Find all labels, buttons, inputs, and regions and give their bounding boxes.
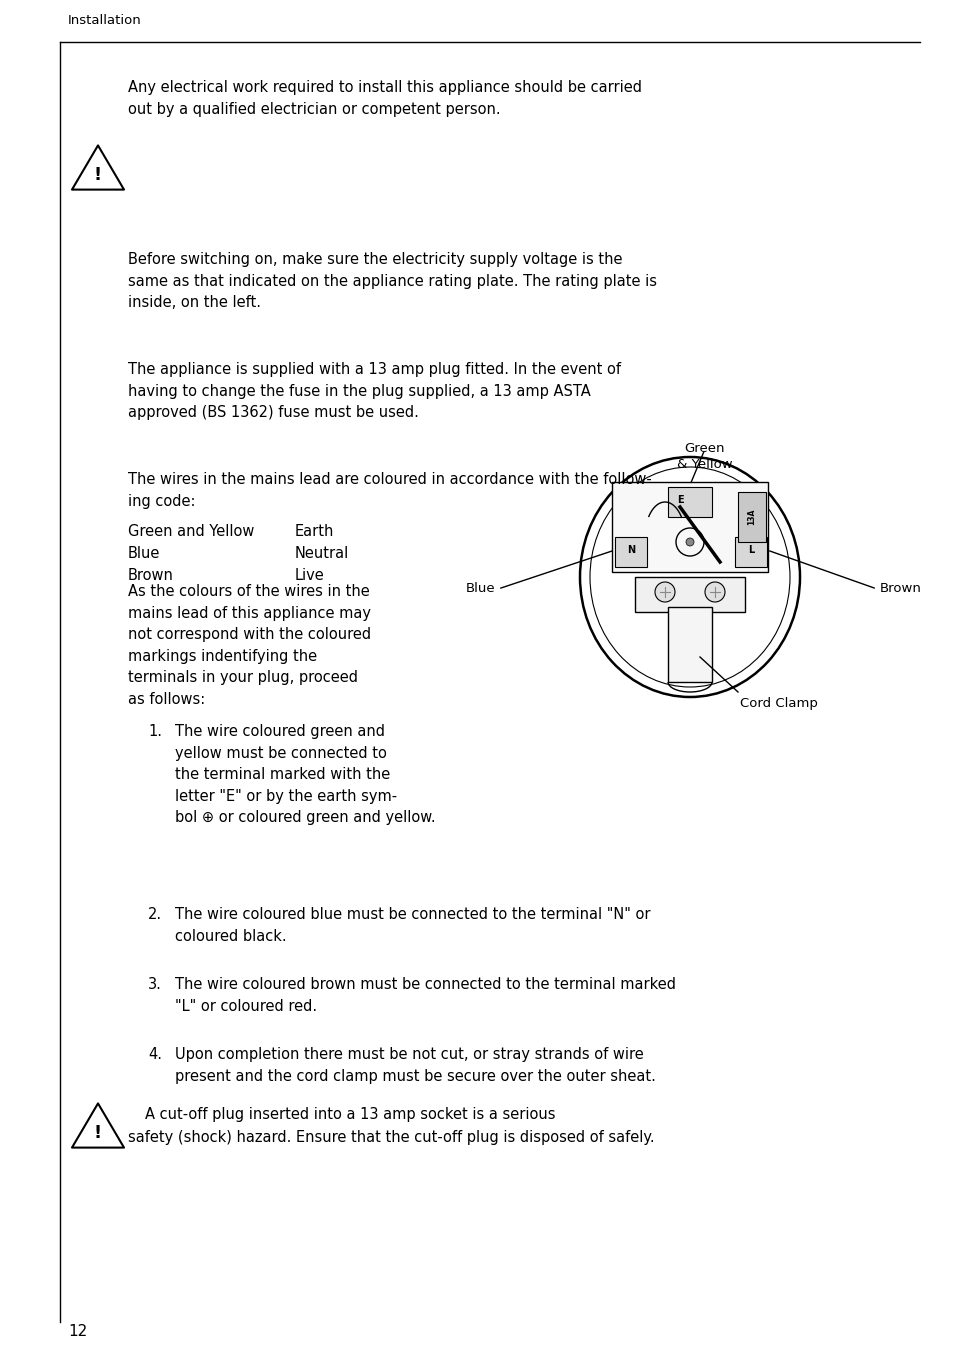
Circle shape (704, 581, 724, 602)
Text: 13A: 13A (747, 508, 756, 525)
Text: !: ! (93, 1125, 102, 1142)
Text: The wire coloured brown must be connected to the terminal marked
"L" or coloured: The wire coloured brown must be connecte… (174, 977, 676, 1014)
Text: Earth: Earth (294, 525, 334, 539)
Text: A cut-off plug inserted into a 13 amp socket is a serious: A cut-off plug inserted into a 13 amp so… (145, 1107, 555, 1122)
FancyBboxPatch shape (738, 492, 765, 542)
Text: As the colours of the wires in the
mains lead of this appliance may
not correspo: As the colours of the wires in the mains… (128, 584, 371, 707)
Text: 2.: 2. (148, 907, 162, 922)
FancyBboxPatch shape (667, 607, 711, 681)
Text: Cord Clamp: Cord Clamp (740, 698, 817, 710)
Text: The wire coloured green and
yellow must be connected to
the terminal marked with: The wire coloured green and yellow must … (174, 725, 436, 826)
Text: The wire coloured blue must be connected to the terminal "N" or
coloured black.: The wire coloured blue must be connected… (174, 907, 650, 944)
FancyBboxPatch shape (635, 577, 744, 612)
Text: Neutral: Neutral (294, 546, 349, 561)
Text: Upon completion there must be not cut, or stray strands of wire
present and the : Upon completion there must be not cut, o… (174, 1046, 656, 1083)
Text: Any electrical work required to install this appliance should be carried
out by : Any electrical work required to install … (128, 80, 641, 116)
Text: E: E (676, 495, 682, 506)
Text: 1.: 1. (148, 725, 162, 740)
Text: 3.: 3. (148, 977, 162, 992)
FancyBboxPatch shape (615, 537, 646, 566)
Text: Green
& Yellow: Green & Yellow (677, 442, 732, 470)
Text: Live: Live (294, 568, 324, 583)
Text: Brown: Brown (128, 568, 173, 583)
Text: L: L (747, 545, 753, 556)
Text: N: N (626, 545, 635, 556)
Text: Installation: Installation (68, 14, 142, 27)
Text: Blue: Blue (465, 583, 495, 595)
Text: Blue: Blue (128, 546, 160, 561)
Text: The wires in the mains lead are coloured in accordance with the follow-
ing code: The wires in the mains lead are coloured… (128, 472, 651, 508)
FancyBboxPatch shape (667, 487, 711, 516)
Text: 4.: 4. (148, 1046, 162, 1063)
Text: safety (shock) hazard. Ensure that the cut-off plug is disposed of safely.: safety (shock) hazard. Ensure that the c… (128, 1130, 654, 1145)
Text: Before switching on, make sure the electricity supply voltage is the
same as tha: Before switching on, make sure the elect… (128, 251, 657, 310)
Circle shape (685, 538, 693, 546)
Text: The appliance is supplied with a 13 amp plug fitted. In the event of
having to c: The appliance is supplied with a 13 amp … (128, 362, 620, 420)
Text: 12: 12 (68, 1325, 87, 1340)
Text: Green and Yellow: Green and Yellow (128, 525, 254, 539)
FancyBboxPatch shape (612, 483, 767, 572)
Text: !: ! (93, 166, 102, 184)
Circle shape (655, 581, 675, 602)
FancyBboxPatch shape (734, 537, 766, 566)
Text: Brown: Brown (879, 583, 921, 595)
